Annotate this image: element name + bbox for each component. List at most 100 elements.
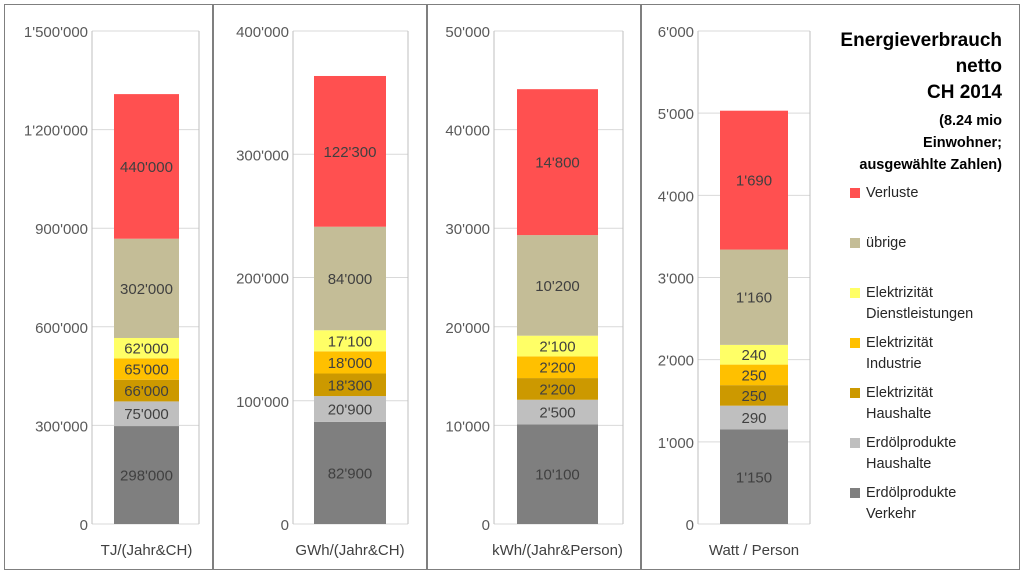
- data-label: 10'100: [535, 467, 580, 484]
- legend-label: Verkehr: [866, 506, 916, 522]
- legend-swatch-el-dienst: [850, 288, 860, 298]
- bar-segment-erdoel-verkehr: [114, 426, 179, 524]
- data-label: 2'200: [539, 381, 575, 398]
- legend-label: Elektrizität: [866, 335, 933, 351]
- bar-segment-el-industrie: [517, 356, 598, 379]
- legend-swatch-verluste: [850, 188, 860, 198]
- data-label: 302'000: [120, 281, 173, 298]
- legend-item-verluste: Verluste: [850, 183, 919, 204]
- legend-swatch-el-industrie: [850, 338, 860, 348]
- legend-label: Erdölprodukte: [866, 435, 957, 451]
- data-label: 2'100: [539, 339, 575, 356]
- bar-segment-uebrige: [517, 235, 598, 336]
- y-tick-label: 0: [482, 517, 490, 534]
- data-label: 66'000: [124, 383, 169, 400]
- data-label: 290: [741, 410, 766, 427]
- chart-panel-2: 0 100'000 200'000 300'000 400'000 82'900 20'90…: [213, 4, 427, 570]
- bar-segment-erdoel-verkehr: [517, 424, 598, 524]
- x-axis-label: Watt / Person: [709, 542, 799, 559]
- panel-frame: [427, 4, 641, 570]
- legend-label: Haushalte: [866, 456, 932, 472]
- legend-label: Industrie: [866, 356, 922, 372]
- y-tick-label: 6'000: [658, 24, 694, 41]
- bar-segment-el-industrie: [114, 358, 179, 380]
- legend-title-line-3: CH 2014: [927, 82, 1002, 103]
- y-tick-label: 200'000: [236, 271, 289, 288]
- bar-segment-el-dienst: [114, 337, 179, 359]
- y-tick-label: 50'000: [445, 24, 490, 41]
- legend-swatch-erdoel-haushalte: [850, 438, 860, 448]
- y-tick-label: 1'000: [658, 435, 694, 452]
- bar-segment-el-dienst: [720, 344, 788, 365]
- bar-segment-verluste: [114, 94, 179, 239]
- bar-segment-erdoel-verkehr: [720, 429, 788, 524]
- data-label: 2'200: [539, 360, 575, 377]
- bar-segment-erdoel-verkehr: [314, 421, 386, 524]
- bar-segment-verluste: [314, 75, 386, 227]
- y-tick-label: 40'000: [445, 123, 490, 140]
- y-tick-label: 100'000: [236, 394, 289, 411]
- bar-segment-uebrige: [114, 238, 179, 338]
- bar-segment-el-haushalte: [720, 385, 788, 406]
- y-tick-label: 4'000: [658, 188, 694, 205]
- data-label: 1'690: [736, 173, 772, 190]
- legend-label: Verluste: [866, 185, 919, 201]
- x-axis-label: kWh/(Jahr&Person): [492, 542, 623, 559]
- y-tick-label: 400'000: [236, 24, 289, 41]
- bar-segment-erdoel-haushalte: [114, 401, 179, 427]
- legend-item-erdoelprodukte-verkehr: Erdölprodukte Verkehr: [850, 483, 956, 525]
- legend-item-elektrizitaet-dienstleistungen: Elektrizität Dienstleistungen: [850, 283, 974, 325]
- legend-swatch-uebrige: [850, 238, 860, 248]
- y-tick-label: 0: [80, 517, 88, 534]
- panel-frame: [641, 4, 1020, 570]
- legend-title-line-2: netto: [955, 56, 1002, 77]
- bar-segment-el-haushalte: [517, 378, 598, 400]
- legend-swatch-erdoel-verkehr: [850, 488, 860, 498]
- legend-subtitle-line-1: (8.24 mio: [939, 113, 1002, 129]
- chart-panel-4: 0 1'000 2'000 3'000 4'000 5'000 6'000 1'150 290 2…: [641, 4, 1020, 570]
- data-label: 82'900: [328, 465, 373, 482]
- legend-item-erdoelprodukte-haushalte: Erdölprodukte Haushalte: [850, 433, 957, 475]
- legend-label: übrige: [866, 235, 907, 251]
- panel-frame: [213, 4, 427, 570]
- legend-subtitle-line-3: ausgewählte Zahlen): [859, 157, 1002, 173]
- legend-item-uebrige: übrige: [850, 233, 907, 254]
- data-label: 250: [741, 367, 766, 384]
- bar-segment-el-industrie: [720, 364, 788, 386]
- legend-swatch-el-haushalte: [850, 388, 860, 398]
- legend-title-line-1: Energieverbrauch: [840, 30, 1002, 51]
- data-label: 75'000: [124, 406, 169, 423]
- data-label: 2'500: [539, 405, 575, 422]
- legend-item-elektrizitaet-haushalte: Elektrizität Haushalte: [850, 383, 933, 425]
- panel-frame: [4, 4, 213, 570]
- data-label: 18'300: [328, 377, 373, 394]
- data-label: 18'000: [328, 355, 373, 372]
- legend-item-elektrizitaet-industrie: Elektrizität Industrie: [850, 333, 933, 375]
- data-label: 122'300: [324, 144, 377, 161]
- legend-label: Dienstleistungen: [866, 306, 974, 322]
- y-tick-label: 0: [686, 517, 694, 534]
- y-tick-label: 1'200'000: [24, 123, 88, 140]
- y-tick-label: 300'000: [35, 418, 88, 435]
- bar-segment-el-haushalte: [314, 373, 386, 397]
- data-label: 17'100: [328, 333, 373, 350]
- bar-segment-verluste: [720, 110, 788, 250]
- data-label: 1'160: [736, 290, 772, 307]
- bar-segment-uebrige: [720, 249, 788, 345]
- bar-segment-verluste: [517, 89, 598, 236]
- y-tick-label: 10'000: [445, 418, 490, 435]
- y-tick-label: 300'000: [236, 147, 289, 164]
- legend-label: Elektrizität: [866, 385, 933, 401]
- y-tick-label: 5'000: [658, 106, 694, 123]
- bar-segment-erdoel-haushalte: [517, 399, 598, 425]
- legend-subtitle-line-2: Einwohner;: [923, 135, 1002, 151]
- y-tick-label: 20'000: [445, 320, 490, 337]
- data-label: 440'000: [120, 159, 173, 176]
- data-label: 65'000: [124, 362, 169, 379]
- x-axis-label: GWh/(Jahr&CH): [295, 542, 404, 559]
- bar-segment-el-haushalte: [114, 379, 179, 402]
- chart-panel-3: 0 10'000 20'000 30'000 40'000 50'000 10'100 2'5…: [427, 4, 641, 570]
- data-label: 10'200: [535, 278, 580, 295]
- data-label: 14'800: [535, 155, 580, 172]
- legend-label: Haushalte: [866, 406, 932, 422]
